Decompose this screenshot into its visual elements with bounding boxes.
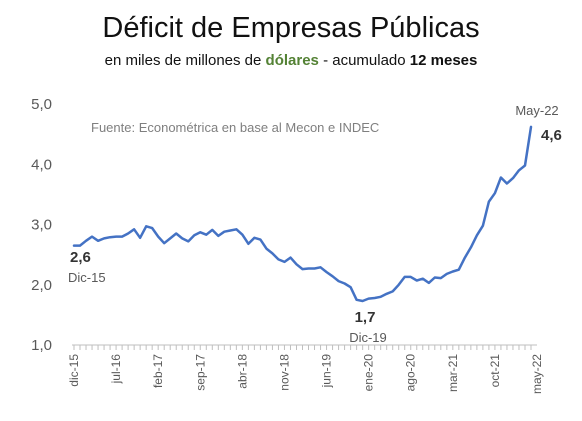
y-tick-label: 5,0 <box>31 96 52 113</box>
subtitle-bold: 12 meses <box>409 52 478 69</box>
y-tick-label: 3,0 <box>31 217 52 234</box>
annotation-date: Dic-15 <box>68 270 106 285</box>
annotation-date: Dic-19 <box>349 330 387 345</box>
x-tick-label: dic-15 <box>67 354 81 387</box>
subtitle-highlight: dólares <box>265 52 319 69</box>
subtitle-mid: - acumulado <box>318 52 410 69</box>
x-tick-label: oct-21 <box>488 354 502 388</box>
annotations: 2,6 Dic-15 1,7 Dic-19 4,6 May-22 <box>68 103 562 345</box>
y-tick-label: 4,0 <box>31 156 52 173</box>
x-tick-label: abr-18 <box>235 354 249 389</box>
y-axis: 1,0 2,0 3,0 4,0 5,0 <box>31 96 52 354</box>
source-note: Fuente: Econométrica en base al Mecon e … <box>91 120 379 135</box>
series-line <box>72 125 533 303</box>
annotation-value: 1,7 <box>355 309 376 326</box>
chart-title: Déficit de Empresas Públicas <box>102 12 480 44</box>
y-tick-label: 1,0 <box>31 337 52 354</box>
x-tick-label: jun-19 <box>320 354 334 389</box>
series-group <box>72 125 533 303</box>
x-tick-label: nov-18 <box>277 354 291 391</box>
x-tick-label: may-22 <box>530 354 544 394</box>
chart-subtitle: en miles de millones de dólares - acumul… <box>0 52 582 69</box>
subtitle-prefix: en miles de millones de <box>104 52 266 69</box>
x-tick-label: sep-17 <box>193 354 207 391</box>
x-tick-label: ago-20 <box>404 354 418 392</box>
x-tick-label: jul-16 <box>109 354 123 385</box>
x-tick-label: mar-21 <box>446 354 460 392</box>
x-tick-label: ene-20 <box>362 354 376 392</box>
x-tick-label: feb-17 <box>151 354 165 388</box>
annotation-value: 2,6 <box>70 249 91 266</box>
annotation-value: 4,6 <box>541 127 562 144</box>
y-tick-label: 2,0 <box>31 277 52 294</box>
annotation-date: May-22 <box>515 103 558 118</box>
x-axis: dic-15 jul-16 feb-17 sep-17 abr-18 nov-18 jun-… <box>67 344 544 394</box>
